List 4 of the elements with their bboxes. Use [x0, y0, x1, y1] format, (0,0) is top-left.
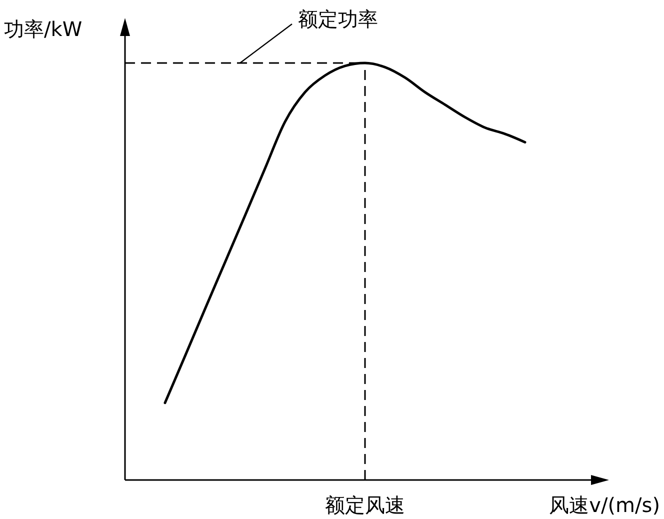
- x-axis-title: 风速v/(m/s): [549, 493, 660, 517]
- y-axis-title: 功率/kW: [4, 17, 82, 41]
- ref-line-label: 额定功率: [298, 7, 378, 31]
- text: 额定风速: [325, 493, 405, 517]
